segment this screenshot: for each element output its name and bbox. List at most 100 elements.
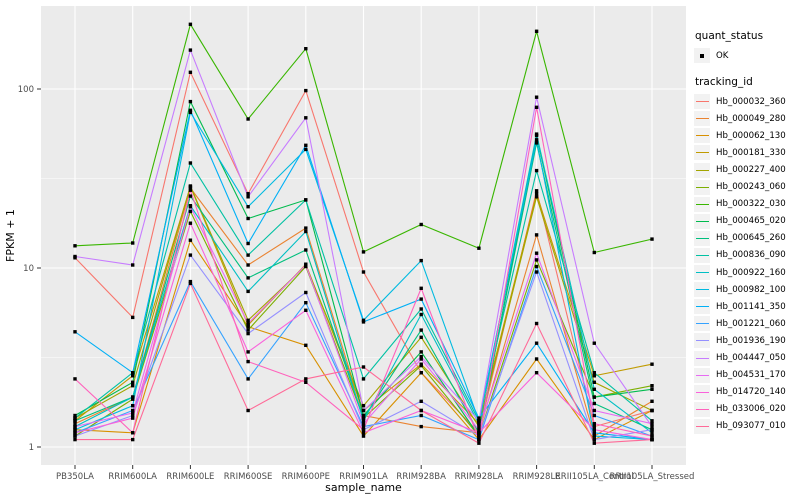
data-point [304,143,308,147]
legend-item-label: Hb_000465_020 [716,216,786,227]
legend-color-line-icon [695,220,709,222]
legend-key-box [694,145,710,161]
data-point [419,357,423,361]
x-tick-label: RRIM928BA [396,472,446,482]
legend-item-Hb_001141_350: Hb_001141_350 [694,298,798,315]
x-tick-label: RRIM600LE [166,472,214,482]
data-point [188,221,193,225]
data-point [131,413,135,418]
data-point [361,422,366,426]
data-point [131,411,135,415]
data-point [592,408,596,413]
y-tick-label: 100 [18,85,34,95]
data-point [592,437,596,442]
data-point [477,428,481,432]
data-point [246,276,250,280]
data-point [304,226,308,230]
data-point [131,404,135,408]
data-point [534,29,539,33]
data-point [477,431,481,435]
legend-item-Hb_001936_190: Hb_001936_190 [694,332,798,349]
data-point [246,350,250,354]
legend-item-label: Hb_000049_280 [716,113,786,124]
legend-key-box [694,333,710,349]
x-axis-title: sample_name [325,481,402,494]
legend-key-box [694,179,710,195]
data-point [592,371,596,375]
legend-color-line-icon [695,340,709,342]
legend-item-label: Hb_000322_030 [716,199,786,210]
legend-item-label: Hb_000243_060 [716,182,786,193]
data-point [246,321,250,326]
legend-item-label: Hb_001221_060 [716,318,786,329]
data-point [73,422,77,426]
x-tick-label: RRIM600LA [108,472,157,482]
legend-key-box [694,299,710,315]
data-point [188,108,193,112]
data-point [73,416,77,420]
data-point [131,384,135,388]
data-point [534,189,539,193]
legend-item-Hb_000227_400: Hb_000227_400 [694,161,798,178]
data-point [361,416,366,420]
legend-color-line-icon [695,391,709,393]
data-point [477,437,481,442]
data-point [188,48,193,52]
legend-key-box [694,265,710,281]
legend-item-ok: OK [694,47,798,64]
data-point [73,244,77,248]
data-point [477,246,481,250]
x-tick-label: RRIM600SE [224,472,273,482]
data-point [188,238,193,242]
legend-color-line-icon [695,237,709,239]
data-point [246,241,250,246]
legend-item-label: Hb_000062_130 [716,130,786,141]
data-point [650,384,654,388]
data-point [650,387,654,391]
legend-key-box [694,367,710,383]
legend-color-line-icon [695,135,709,137]
data-point [592,434,596,438]
data-point [592,374,596,378]
data-point [361,320,366,324]
legend-item-label: Hb_004531_170 [716,370,786,381]
legend-item-label: Hb_000922_160 [716,267,786,278]
data-point [73,254,77,259]
data-point [188,279,193,284]
data-point [73,419,77,423]
legend-key-box [694,418,710,434]
data-point [361,404,366,408]
data-point [650,424,654,429]
legend-item-Hb_004531_170: Hb_004531_170 [694,367,798,384]
data-point [188,209,193,214]
data-point [188,253,193,257]
data-point [131,241,135,245]
legend-item-Hb_014720_140: Hb_014720_140 [694,384,798,401]
legend-color-line-icon [695,254,709,256]
legend-item-Hb_000982_100: Hb_000982_100 [694,281,798,298]
data-point [304,116,308,120]
data-point [592,380,596,384]
data-point [477,419,481,423]
legend-item-Hb_000032_360: Hb_000032_360 [694,93,798,110]
data-point [188,188,193,192]
x-tick-label: RRIM928LE [513,472,561,482]
legend-key-box [694,230,710,246]
legend-color-line-icon [695,357,709,359]
legend-item-label: Hb_000181_330 [716,147,786,158]
legend-item-label: Hb_000836_090 [716,250,786,261]
data-point [304,248,308,252]
x-tick-label: RRII105LA_Stressed [610,472,695,482]
data-point [304,147,308,152]
data-point [534,195,539,199]
legend-color-line-icon [695,425,709,427]
data-point [131,315,135,320]
data-point [592,431,596,435]
legend-item-Hb_093077_010: Hb_093077_010 [694,418,798,435]
data-point [304,263,308,267]
legend-quant-status: quant_status OK [694,30,798,64]
data-point [534,357,539,361]
data-point [419,328,423,332]
data-point [361,419,366,423]
